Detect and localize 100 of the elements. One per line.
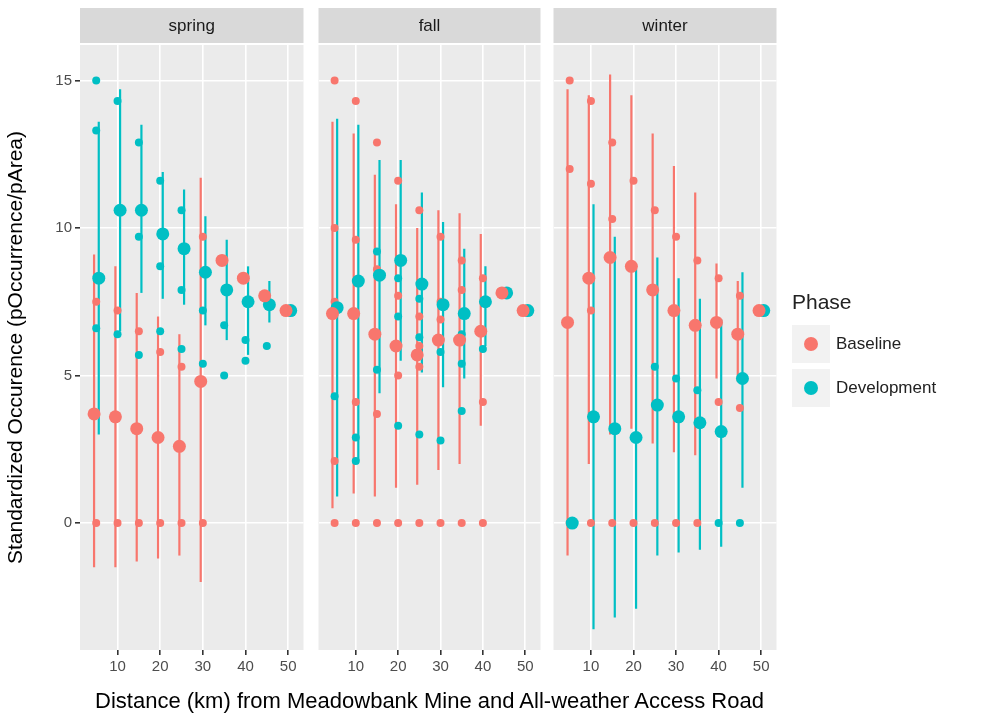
point bbox=[198, 265, 212, 279]
point bbox=[92, 297, 101, 306]
point bbox=[457, 359, 466, 368]
x-tick-label: 30 bbox=[432, 657, 449, 675]
point bbox=[372, 365, 381, 374]
point bbox=[130, 422, 144, 436]
point bbox=[347, 307, 361, 321]
y-axis-title: Standardized Occurence (pOccurrence/pArea) bbox=[3, 130, 27, 565]
point bbox=[177, 206, 186, 215]
x-tick-label: 40 bbox=[474, 657, 492, 675]
point bbox=[215, 253, 229, 267]
point bbox=[92, 126, 101, 135]
point bbox=[453, 333, 467, 347]
point bbox=[415, 430, 424, 439]
y-tick-label: 0 bbox=[63, 513, 72, 531]
point bbox=[714, 398, 723, 407]
point bbox=[220, 283, 234, 297]
point bbox=[113, 203, 127, 217]
point bbox=[194, 374, 208, 388]
point bbox=[735, 519, 744, 528]
point bbox=[394, 421, 403, 430]
point bbox=[565, 516, 579, 530]
point bbox=[372, 247, 381, 256]
point bbox=[565, 76, 574, 85]
point bbox=[113, 519, 122, 528]
point bbox=[156, 347, 165, 356]
x-tick-label: 40 bbox=[237, 657, 254, 675]
x-tick-label: 40 bbox=[710, 657, 727, 675]
point bbox=[241, 356, 250, 365]
point bbox=[108, 410, 122, 424]
y-tick-label: 10 bbox=[55, 218, 72, 236]
point bbox=[415, 333, 424, 342]
point bbox=[415, 342, 424, 351]
point bbox=[693, 386, 702, 395]
point bbox=[624, 259, 638, 273]
point bbox=[279, 304, 293, 318]
point bbox=[629, 176, 638, 185]
point bbox=[156, 227, 170, 241]
point bbox=[330, 76, 339, 85]
point bbox=[436, 436, 445, 445]
point bbox=[151, 431, 165, 445]
point bbox=[134, 138, 143, 147]
point bbox=[134, 327, 143, 336]
point bbox=[587, 410, 600, 424]
point bbox=[368, 327, 382, 341]
x-tick-label: 10 bbox=[109, 657, 126, 675]
point bbox=[351, 519, 360, 528]
point bbox=[134, 350, 143, 359]
point bbox=[714, 519, 723, 528]
point bbox=[87, 407, 101, 421]
point bbox=[415, 277, 429, 291]
point bbox=[650, 206, 659, 215]
point bbox=[156, 176, 165, 185]
point bbox=[330, 457, 339, 466]
point bbox=[436, 315, 445, 324]
point bbox=[457, 519, 466, 528]
point bbox=[177, 362, 186, 371]
point bbox=[586, 519, 595, 528]
point bbox=[735, 404, 744, 412]
point bbox=[672, 232, 681, 241]
point bbox=[325, 307, 339, 321]
point bbox=[752, 304, 766, 318]
point bbox=[693, 519, 702, 528]
point bbox=[457, 285, 466, 294]
point bbox=[113, 97, 122, 106]
point bbox=[608, 519, 617, 528]
point bbox=[351, 97, 360, 106]
y-tick-label: 5 bbox=[63, 365, 72, 383]
point bbox=[436, 298, 450, 312]
point bbox=[415, 519, 424, 528]
point bbox=[650, 398, 664, 412]
point bbox=[646, 283, 660, 297]
point bbox=[92, 324, 101, 333]
point bbox=[177, 242, 191, 256]
point bbox=[586, 97, 595, 106]
chart-title: spring bbox=[168, 15, 215, 35]
x-tick-label: 20 bbox=[625, 657, 642, 675]
point bbox=[394, 253, 408, 267]
point bbox=[672, 410, 686, 424]
point bbox=[478, 519, 487, 528]
point bbox=[172, 439, 186, 453]
point bbox=[262, 342, 271, 351]
point bbox=[457, 256, 466, 265]
legend-title: Phase bbox=[792, 290, 853, 314]
point bbox=[92, 76, 101, 85]
point bbox=[394, 176, 403, 185]
point bbox=[220, 321, 229, 330]
point bbox=[198, 232, 207, 241]
point bbox=[177, 344, 186, 353]
point bbox=[735, 371, 749, 385]
point bbox=[478, 295, 492, 309]
point bbox=[714, 274, 723, 283]
point bbox=[586, 179, 595, 188]
point bbox=[436, 519, 445, 528]
point bbox=[156, 519, 165, 528]
point bbox=[258, 289, 272, 303]
point bbox=[134, 203, 148, 217]
x-tick-label: 30 bbox=[667, 657, 685, 675]
point bbox=[693, 256, 702, 265]
point bbox=[198, 359, 207, 368]
